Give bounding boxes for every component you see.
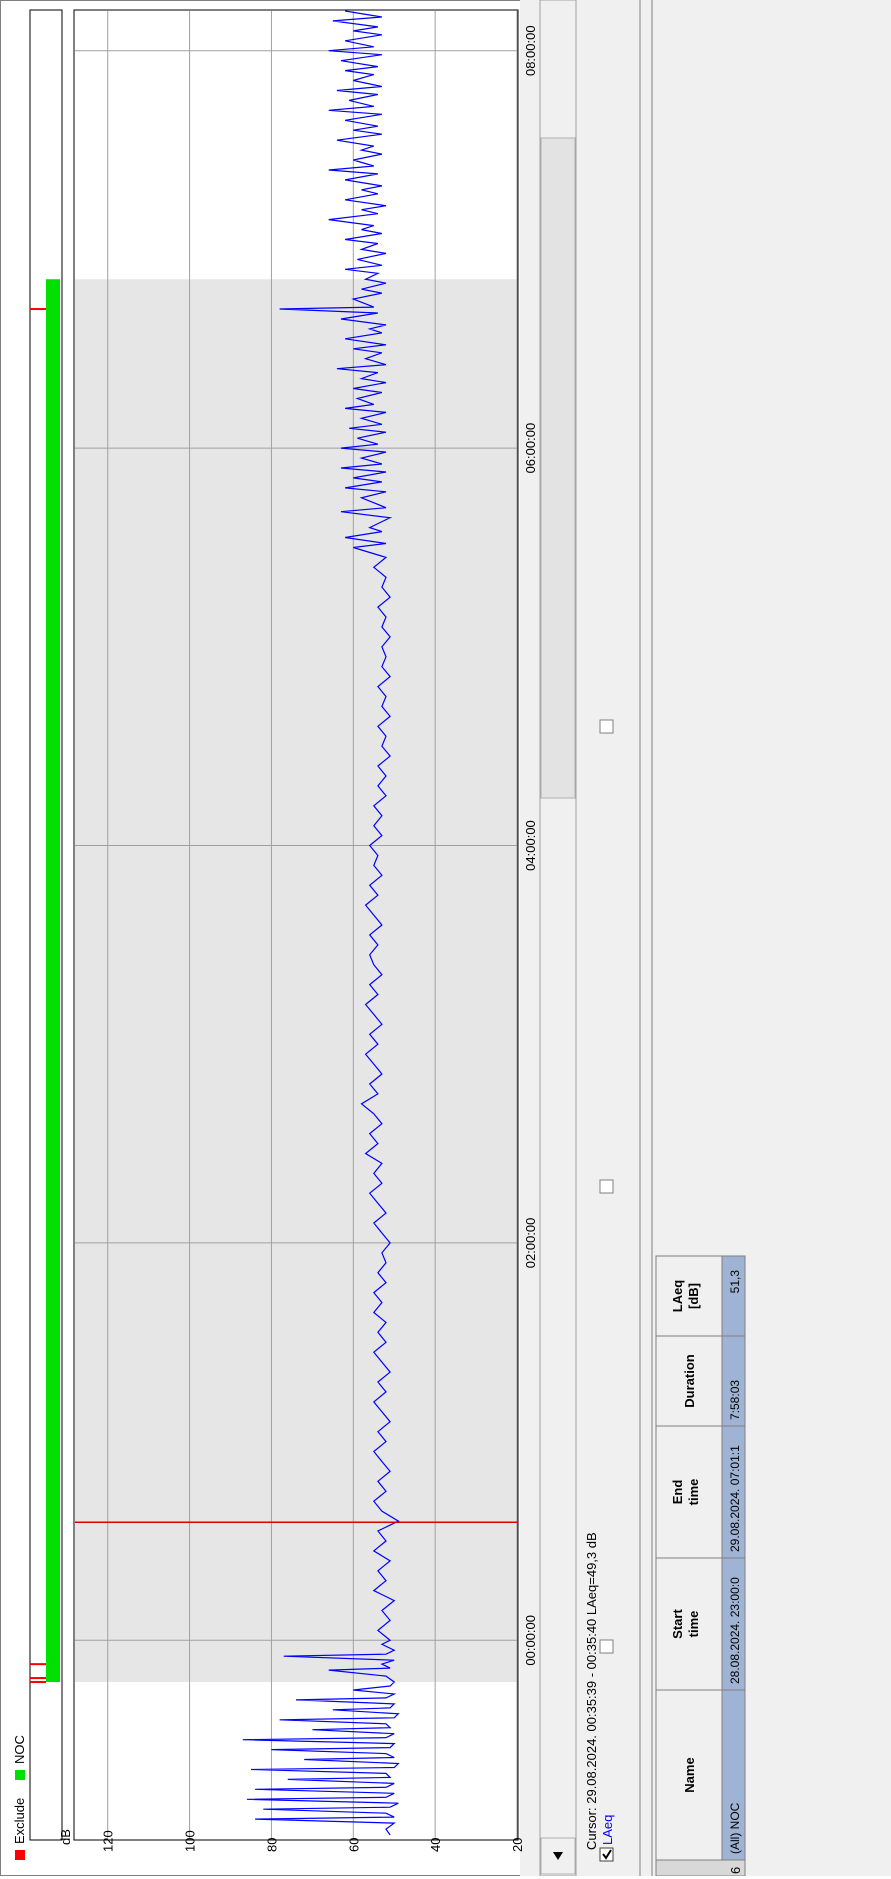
noc-period-bar <box>46 279 60 1683</box>
series-checkbox[interactable] <box>599 1847 614 1862</box>
empty-checkbox-1[interactable] <box>599 1639 614 1654</box>
table-header: Start time <box>670 1609 701 1639</box>
legend: Exclude NOC <box>12 1735 27 1860</box>
table-cell: 29.08.2024. 07:01:1 <box>728 1445 742 1552</box>
table-cell-value: (All) NOC <box>728 1802 742 1854</box>
x-tick-label: 08:00:00 <box>523 25 538 76</box>
table-header-label: time <box>686 1611 701 1638</box>
shaded-gap-period <box>75 1660 517 1681</box>
y-tick: 120 <box>101 1830 116 1852</box>
table-cell: 28.08.2024. 23:00:0 <box>728 1577 742 1684</box>
noc-band <box>30 279 60 1684</box>
y-axis-label: dB <box>58 1829 73 1845</box>
noc-legend-swatch <box>15 1770 25 1780</box>
x-axis: 00:00:00 02:00:00 04:00:00 06:00:00 08:00:00 <box>523 25 538 1665</box>
y-tick-label: 120 <box>101 1830 116 1852</box>
x-tick: 06:00:00 <box>523 423 538 474</box>
table-header-label: time <box>686 1479 701 1506</box>
table-header-cell[interactable] <box>655 1689 723 1861</box>
x-tick: 08:00:00 <box>523 25 538 76</box>
scrollbar-thumb[interactable] <box>540 137 576 799</box>
y-tick-label: 20 <box>510 1838 525 1852</box>
x-tick-label: 04:00:00 <box>523 820 538 871</box>
row-index-label: 6 <box>728 1867 743 1874</box>
y-tick-label: 80 <box>264 1838 279 1852</box>
table-cell: 51,3 <box>728 1270 742 1294</box>
table-cell-value: 28.08.2024. 23:00:0 <box>728 1577 742 1684</box>
table-cell: 7:58:03 <box>728 1380 742 1420</box>
x-tick-label: 06:00:00 <box>523 423 538 474</box>
table-header-label: LAeq <box>670 1280 685 1313</box>
x-tick: 02:00:00 <box>523 1218 538 1269</box>
table-header-label: [dB] <box>686 1283 701 1309</box>
laeq-series-line <box>242 10 400 1836</box>
shaded-night-period <box>75 279 517 1683</box>
y-tick-label: 40 <box>428 1838 443 1852</box>
empty-checkbox-2[interactable] <box>599 1179 614 1194</box>
x-tick-label: 02:00:00 <box>523 1218 538 1269</box>
y-axis: 20 40 60 80 100 120 <box>101 1830 525 1852</box>
y-tick-label: 100 <box>183 1830 198 1852</box>
table-cell-value: 29.08.2024. 07:01:1 <box>728 1445 742 1552</box>
y-axis-unit: dB <box>58 1829 73 1845</box>
y-tick-label: 60 <box>346 1838 361 1852</box>
series-checkbox-label: LAeq <box>600 1815 615 1845</box>
table-header-cell[interactable] <box>655 1335 723 1427</box>
y-tick: 100 <box>183 1830 198 1852</box>
y-tick: 40 <box>428 1838 443 1852</box>
exclude-legend-swatch <box>15 1850 25 1860</box>
y-tick: 80 <box>264 1838 279 1852</box>
empty-checkbox-3[interactable] <box>599 719 614 734</box>
table-data-cell[interactable] <box>721 1255 746 1337</box>
table-header-label: Start <box>670 1609 685 1639</box>
table-header-cell[interactable] <box>655 1425 723 1559</box>
x-tick: 00:00:00 <box>523 1615 538 1666</box>
table-header: Duration <box>682 1354 697 1408</box>
table-header: LAeq [dB] <box>670 1280 701 1313</box>
exclude-legend-label: Exclude <box>12 1798 27 1844</box>
scroll-arrow-icon[interactable] <box>540 1837 576 1875</box>
cursor-readout-group: Cursor: 29.08.2024. 00:35:39 - 00:35:40 … <box>584 1532 599 1850</box>
y-tick: 20 <box>510 1838 525 1852</box>
table-header-label: Duration <box>682 1354 697 1408</box>
table-header: End time <box>670 1479 701 1506</box>
y-tick: 60 <box>346 1838 361 1852</box>
x-tick: 04:00:00 <box>523 820 538 871</box>
table-header: Name <box>682 1757 697 1792</box>
table-cell-value: 7:58:03 <box>728 1380 742 1420</box>
table-cell-value: 51,3 <box>728 1270 742 1294</box>
row-index: 6 <box>728 1867 743 1874</box>
shaded-periods <box>75 279 517 1683</box>
noc-legend-label: NOC <box>12 1735 27 1764</box>
series-checkbox-label-group: LAeq <box>600 1815 615 1845</box>
status-panel <box>520 0 640 1876</box>
x-tick-label: 00:00:00 <box>523 1615 538 1666</box>
table-cell: (All) NOC <box>728 1802 742 1854</box>
table-header-cell[interactable] <box>655 1557 723 1691</box>
table-header-label: End <box>670 1480 685 1505</box>
table-header-label: Name <box>682 1757 697 1792</box>
laeq-trace <box>242 10 400 1836</box>
grid <box>75 11 518 1839</box>
cursor-readout: Cursor: 29.08.2024. 00:35:39 - 00:35:40 … <box>584 1532 599 1850</box>
checkmark-icon <box>602 1849 612 1860</box>
table-header-cell[interactable] <box>655 1255 723 1337</box>
